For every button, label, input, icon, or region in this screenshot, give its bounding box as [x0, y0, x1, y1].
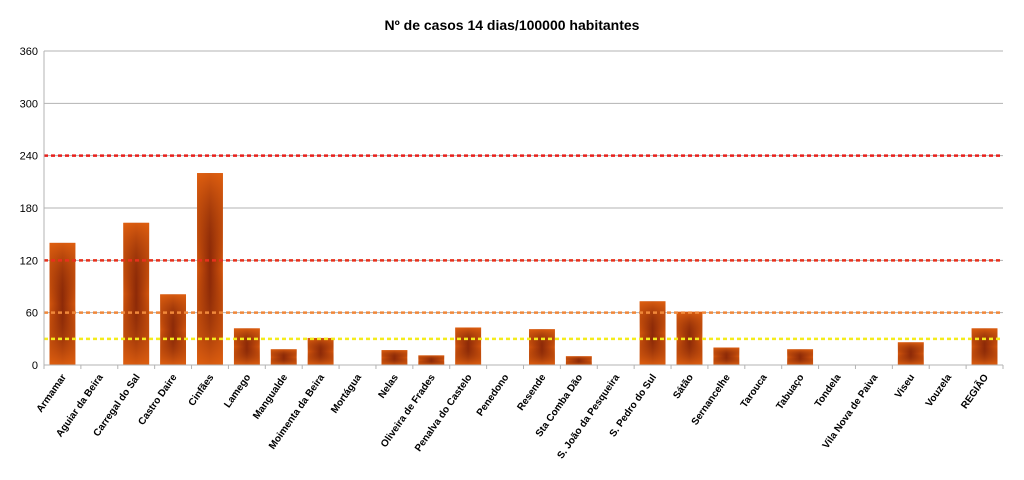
bar-14: [529, 329, 555, 365]
bar-3: [123, 222, 150, 365]
x-tick-label-20: Tarouca: [739, 372, 770, 410]
bar-shade: [971, 328, 998, 365]
bar-shade: [233, 328, 260, 365]
bar-shade: [49, 242, 76, 365]
bar-shade: [197, 173, 223, 365]
bar-shade: [381, 350, 408, 365]
y-tick-label-60: 60: [26, 308, 38, 320]
bar-shade: [455, 327, 482, 365]
bar-17: [639, 301, 666, 365]
x-tick-label-21: Tabuaço: [774, 372, 806, 411]
bar-19: [713, 347, 740, 365]
bar-12: [455, 327, 482, 365]
bar-shade: [897, 342, 924, 365]
x-tick-label-13: Penedono: [475, 372, 512, 418]
chart-title: Nº de casos 14 dias/100000 habitantes: [385, 17, 640, 33]
bar-shade: [418, 355, 445, 365]
bar-5: [197, 173, 223, 365]
x-tick-label-9: Mortágua: [329, 372, 364, 416]
threshold-layer: [44, 154, 1003, 341]
bar-21: [787, 349, 814, 365]
bar-layer: [49, 173, 998, 365]
y-tick-label-0: 0: [32, 360, 38, 372]
bar-shade: [270, 349, 297, 365]
bar-shade: [565, 356, 592, 365]
y-tick-label-120: 120: [20, 255, 38, 267]
bar-11: [418, 355, 445, 365]
x-tick-label-6: Lamego: [222, 372, 253, 410]
bar-shade: [160, 294, 187, 365]
y-tick-label-180: 180: [20, 203, 38, 215]
bar-shade: [713, 347, 740, 365]
y-tick-label-360: 360: [20, 46, 38, 58]
bar-7: [270, 349, 297, 365]
x-tick-label-26: REGIÃO: [958, 371, 991, 411]
x-tick-label-14: Resende: [515, 372, 548, 413]
bar-26: [971, 328, 998, 365]
x-tick-label-25: Vouzela: [924, 372, 955, 409]
x-tick-label-24: Viseu: [893, 372, 917, 400]
bar-8: [307, 337, 334, 365]
axis-layer: [43, 51, 1004, 369]
bar-shade: [787, 349, 814, 365]
grid-layer: [44, 50, 1003, 366]
x-tick-label-5: Cinfães: [187, 372, 217, 408]
x-tick-label-4: Castro Daire: [136, 372, 179, 427]
bar-6: [233, 328, 260, 365]
y-tick-label-240: 240: [20, 151, 38, 163]
x-tick-label-22: Tondela: [813, 372, 844, 409]
x-tick-label-10: Nelas: [377, 372, 402, 401]
x-tick-label-18: Sátão: [671, 372, 696, 401]
x-tick-label-7: Mangualde: [251, 372, 290, 421]
x-tick-label-19: Sernancelhe: [690, 372, 733, 427]
bar-24: [897, 342, 924, 365]
bar-4: [160, 294, 187, 365]
bar-10: [381, 350, 408, 365]
bar-shade: [639, 301, 666, 365]
bar-15: [565, 356, 592, 365]
bar-1: [49, 242, 76, 365]
x-tick-label-16: S. João da Pesqueira: [555, 372, 622, 461]
bar-shade: [307, 337, 334, 365]
bar-shade: [123, 222, 150, 365]
x-tick-label-1: Armamar: [35, 372, 69, 414]
y-tick-label-300: 300: [20, 98, 38, 110]
bar-shade: [529, 329, 555, 365]
